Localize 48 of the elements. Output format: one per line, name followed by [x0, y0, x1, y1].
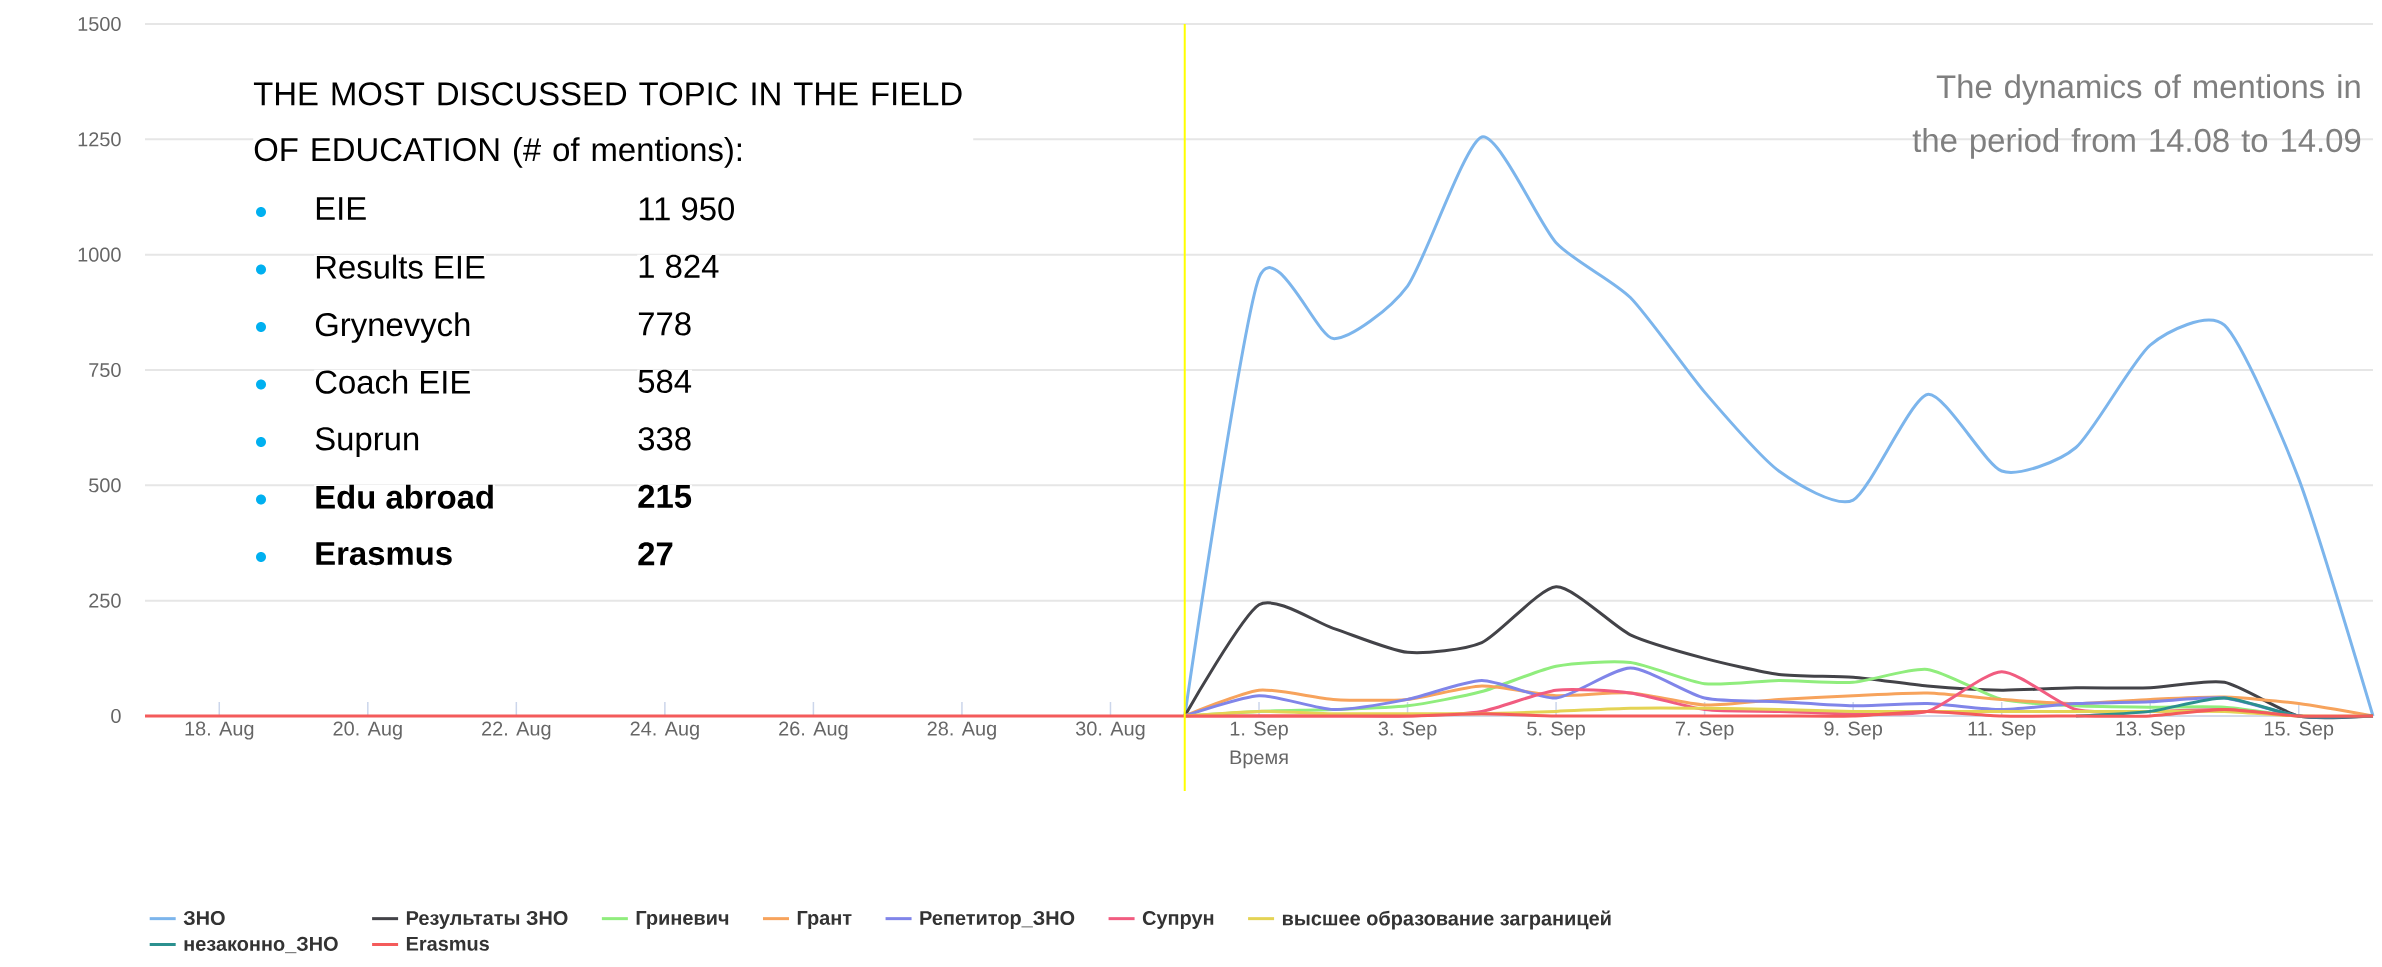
x-tick-label: 11. Sep — [1968, 721, 2036, 740]
y-tick-label: 1250 — [78, 132, 121, 147]
legend-label: Супрун — [1142, 910, 1214, 929]
x-tick-label: 1. Sep — [1230, 721, 1288, 740]
x-tick-label: 3. Sep — [1378, 721, 1437, 740]
legend-label: Результаты ЗНО — [406, 910, 568, 929]
legend-label: ЗНО — [183, 910, 225, 926]
y-tick-label: 0 — [111, 708, 121, 724]
annotation: 338 — [638, 427, 691, 451]
annotation: Grynevych — [315, 312, 470, 343]
legend-label: незаконно_ЗНО — [184, 936, 338, 954]
x-tick-label: 15. Sep — [2265, 721, 2334, 740]
x-tick-label: 5. Sep — [1527, 721, 1585, 740]
text: The dynamics of mentions in the period from 14.08 to 14.09 — [1912, 74, 2361, 159]
annotation: EIE — [316, 197, 366, 220]
annotation: Edu abroad — [316, 484, 493, 509]
legend-label: Грант — [797, 911, 852, 929]
annotation: Coach EIE — [315, 369, 470, 394]
annotation: Suprun — [315, 427, 419, 457]
x-tick-label: 24. Aug — [630, 721, 699, 740]
x-tick-label: 26. Aug — [779, 721, 848, 740]
x-tick-label: 22. Aug — [482, 721, 551, 740]
legend-label: Гриневич — [636, 911, 729, 929]
x-tick-label: 20. Aug — [333, 721, 402, 740]
annotation: Results EIE — [316, 254, 485, 279]
x-tick-label: 18. Aug — [185, 721, 254, 740]
annotation: 27 — [638, 542, 673, 566]
y-tick-label: 750 — [89, 362, 121, 378]
y-tick-label: 1500 — [78, 16, 121, 32]
annotation: 778 — [638, 312, 691, 336]
legend-label: Репетитор_ЗНО — [920, 910, 1075, 929]
x-tick-label: 30. Aug — [1075, 721, 1145, 740]
x-axis-title: Время — [1230, 750, 1288, 769]
y-tick-label: 250 — [89, 593, 121, 608]
legend-label: высшее образование заграницей — [1282, 910, 1611, 930]
x-tick-label: 9. Sep — [1824, 721, 1883, 740]
annotation: 215 — [638, 484, 692, 508]
x-tick-label: 13. Sep — [2116, 721, 2185, 740]
legend-label: Erasmus — [406, 936, 489, 951]
annotation: THE MOST DISCUSSED TOPIC IN THE FIELD OF EDUCATION (# of mentions): — [253, 82, 962, 168]
annotation: 1 824 — [639, 254, 719, 278]
annotation: 584 — [638, 369, 692, 393]
annotation: Erasmus — [316, 542, 452, 566]
annotation: 11 950 — [639, 197, 734, 221]
y-tick-label: 1000 — [78, 247, 121, 262]
y-tick-label: 500 — [89, 478, 121, 493]
x-tick-label: 7. Sep — [1675, 721, 1734, 740]
x-tick-label: 28. Aug — [927, 721, 996, 740]
